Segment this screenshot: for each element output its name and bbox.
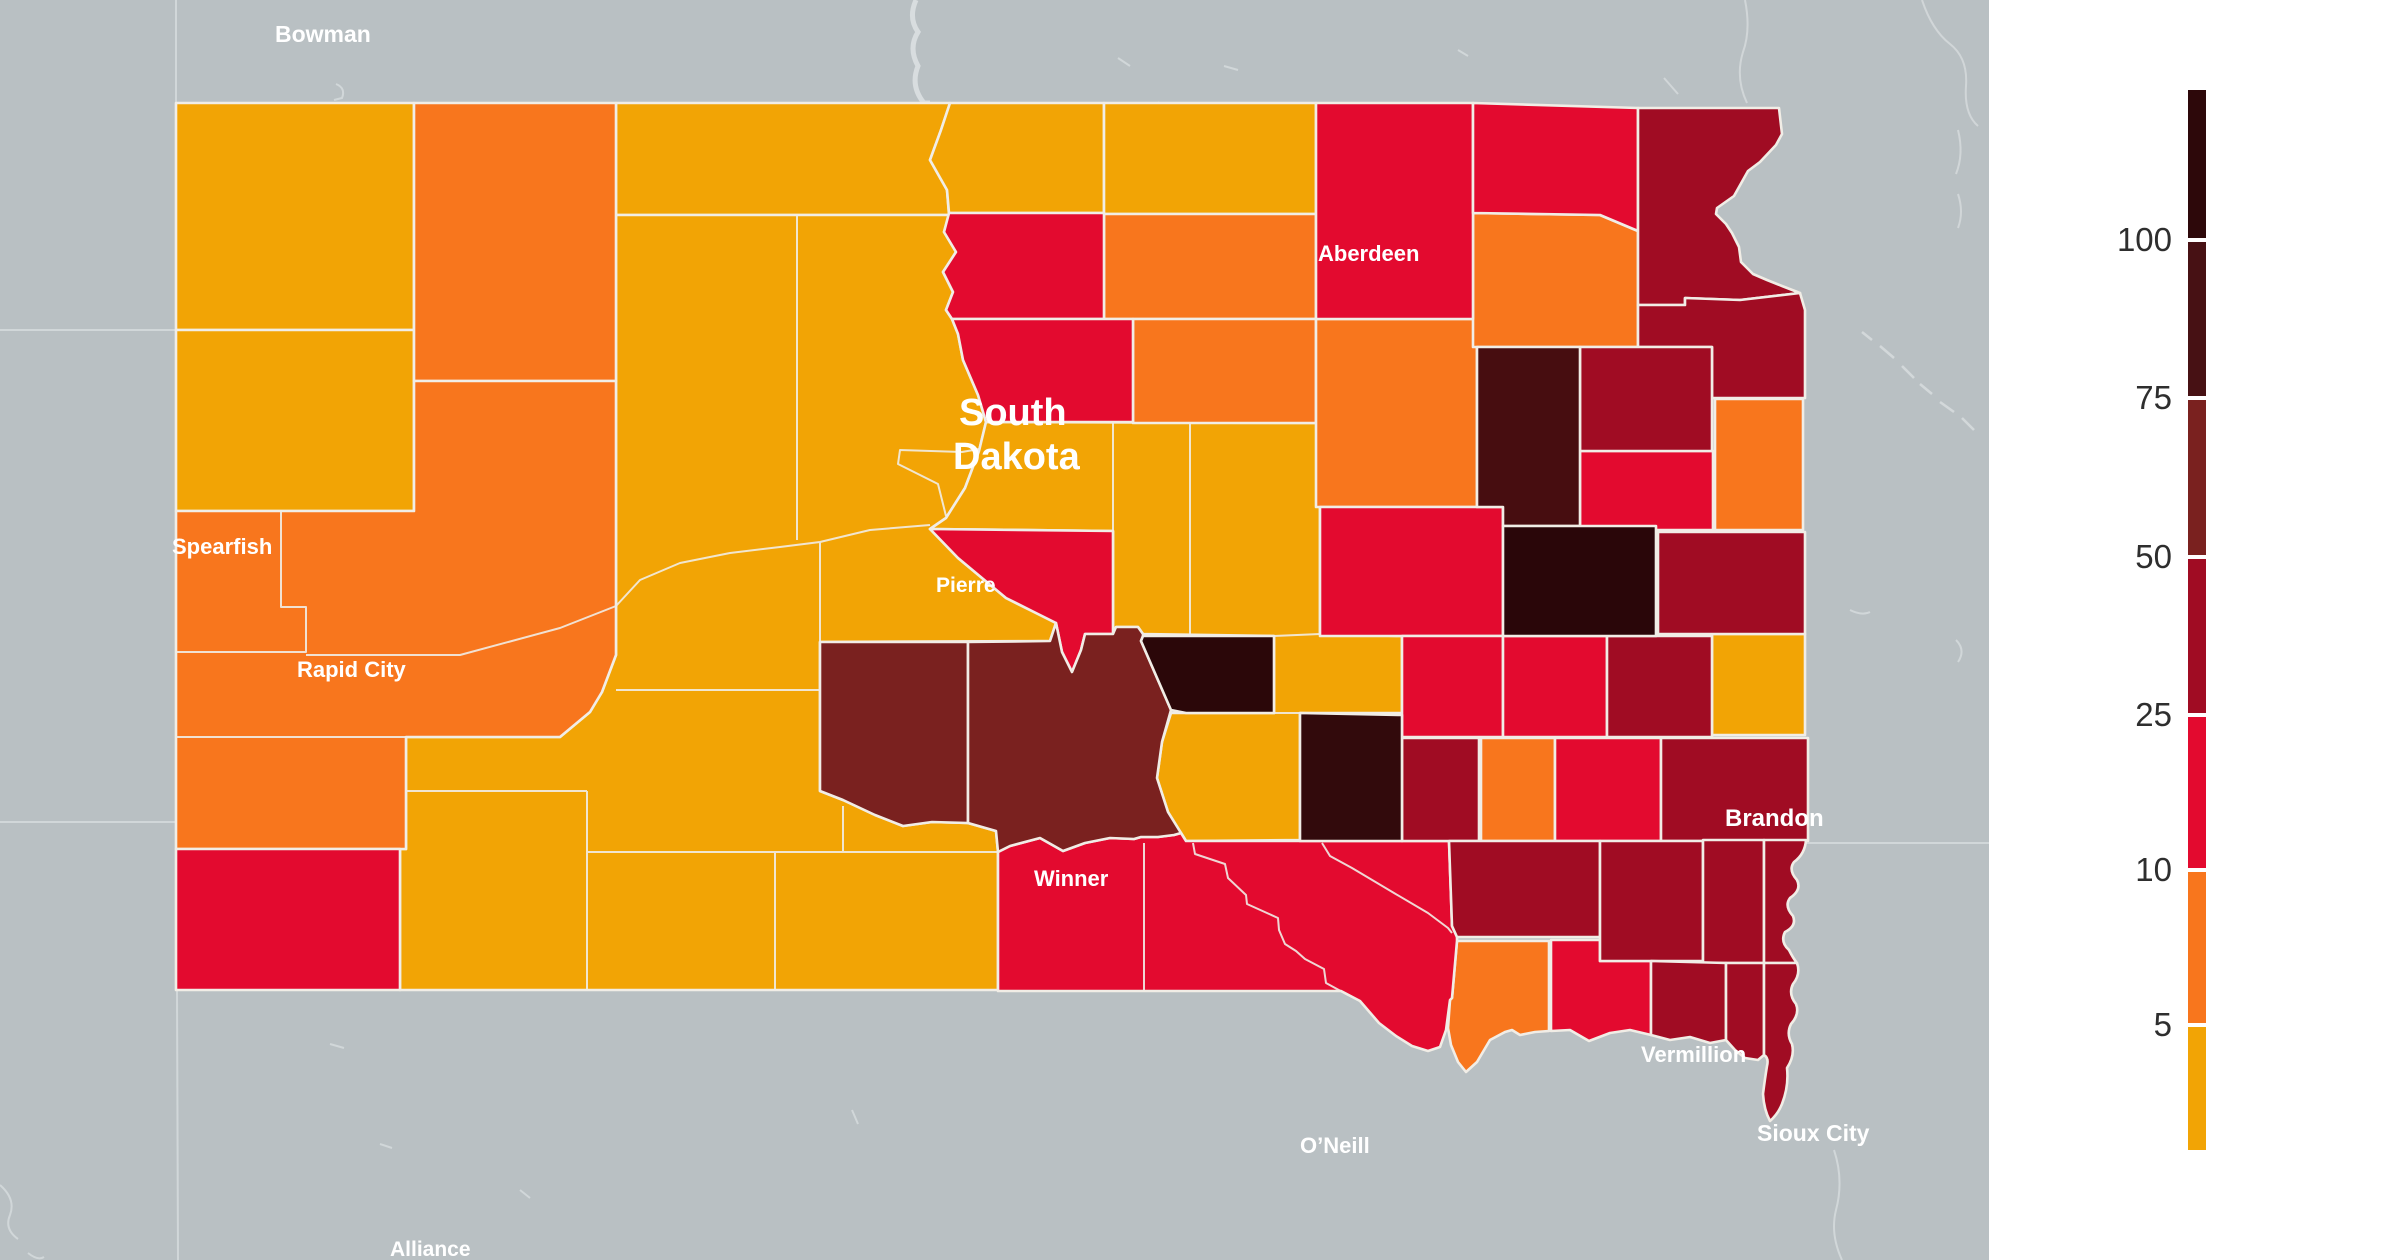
svg-text:Brandon: Brandon [1725, 805, 1824, 832]
svg-text:Winner: Winner [1034, 866, 1109, 891]
svg-text:10: 10 [2135, 851, 2172, 888]
svg-text:100: 100 [2117, 221, 2172, 258]
svg-text:Spearfish: Spearfish [172, 534, 272, 559]
svg-text:Vermillion: Vermillion [1641, 1042, 1746, 1067]
svg-text:Dakota: Dakota [953, 436, 1081, 478]
svg-text:Rapid City: Rapid City [297, 657, 407, 682]
svg-text:South: South [959, 392, 1067, 434]
svg-text:5: 5 [2154, 1006, 2172, 1043]
svg-text:Bowman: Bowman [275, 21, 371, 47]
svg-text:Alliance: Alliance [390, 1238, 471, 1260]
svg-text:75: 75 [2135, 379, 2172, 416]
svg-text:Pierre: Pierre [936, 574, 996, 597]
svg-text:50: 50 [2135, 538, 2172, 575]
svg-text:25: 25 [2135, 696, 2172, 733]
svg-text:Aberdeen: Aberdeen [1318, 241, 1419, 266]
svg-text:Sioux City: Sioux City [1757, 1120, 1870, 1146]
svg-text:O’Neill: O’Neill [1300, 1133, 1370, 1158]
